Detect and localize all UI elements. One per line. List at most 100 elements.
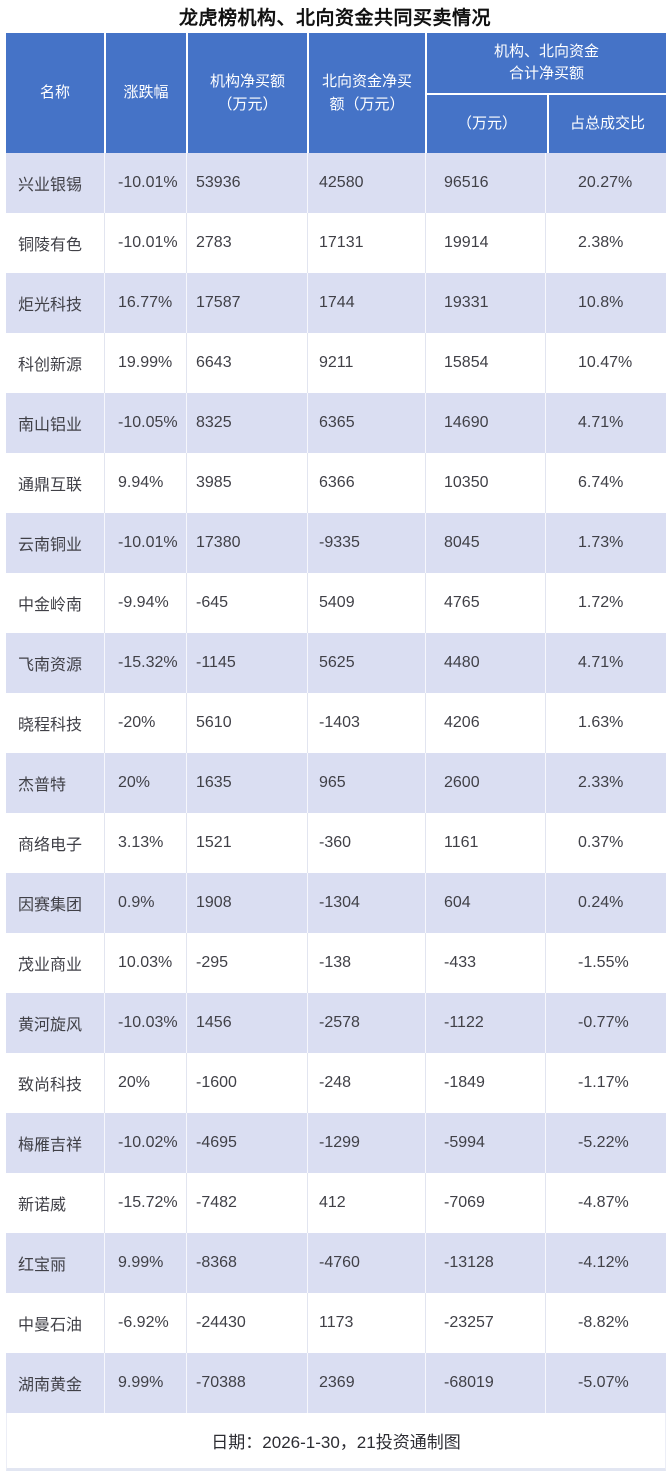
cell-inst-net-buy: -24430 [186, 1293, 307, 1353]
cell-turnover-ratio: 10.8% [545, 273, 666, 333]
header-inst-net-buy: 机构净买额 （万元） [186, 33, 307, 153]
header-stock-name: 名称 [6, 33, 104, 153]
cell-inst-net-buy: 1456 [186, 993, 307, 1053]
cell-inst-net-buy: 5610 [186, 693, 307, 753]
header-stock-name-label: 名称 [39, 84, 70, 102]
cell-inst-net-buy: -1145 [186, 633, 307, 693]
cell-stock-name: 中金岭南 [18, 597, 83, 614]
table-row: 致尚科技 20% -1600 -248 -1849 -1.17% [6, 1053, 666, 1113]
cell-change-pct: -9.94% [104, 573, 186, 633]
cell-inst-net-buy: 17380 [186, 513, 307, 573]
table-body: 兴业银锡 -10.01% 53936 42580 96516 20.27% 铜陵… [6, 153, 666, 1413]
cell-turnover-ratio: 0.24% [545, 873, 666, 933]
table-row: 商络电子 3.13% 1521 -360 1161 0.37% [6, 813, 666, 873]
cell-turnover-ratio: -4.87% [545, 1173, 666, 1233]
cell-inst-net-buy: 53936 [186, 153, 307, 213]
cell-inst-net-buy: 1908 [186, 873, 307, 933]
cell-inst-net-buy: 1635 [186, 753, 307, 813]
header-north-net-buy-line2: 额（万元） [329, 96, 405, 113]
table-row: 红宝丽 9.99% -8368 -4760 -13128 -4.12% [6, 1233, 666, 1293]
cell-north-net-buy: -2578 [307, 993, 425, 1053]
cell-turnover-ratio: -1.55% [545, 933, 666, 993]
cell-north-net-buy: -9335 [307, 513, 425, 573]
cell-total-net-buy: 14690 [425, 393, 545, 453]
cell-total-net-buy: -13128 [425, 1233, 545, 1293]
cell-total-net-buy: 15854 [425, 333, 545, 393]
cell-inst-net-buy: -4695 [186, 1113, 307, 1173]
cell-turnover-ratio: 20.27% [545, 153, 666, 213]
cell-north-net-buy: -1299 [307, 1113, 425, 1173]
cell-stock-name: 杰普特 [18, 777, 67, 794]
cell-total-net-buy: -1849 [425, 1053, 545, 1113]
table-header: 名称 涨跌幅 机构净买额 （万元） 北向资金净买 额（万元） 机构、北向资金 合… [6, 33, 666, 153]
cell-turnover-ratio: 1.73% [545, 513, 666, 573]
cell-total-net-buy: 604 [425, 873, 545, 933]
cell-north-net-buy: -1403 [307, 693, 425, 753]
cell-turnover-ratio: 4.71% [545, 633, 666, 693]
cell-change-pct: 20% [104, 753, 186, 813]
table-row: 茂业商业 10.03% -295 -138 -433 -1.55% [6, 933, 666, 993]
table-row: 通鼎互联 9.94% 3985 6366 10350 6.74% [6, 453, 666, 513]
table-row: 湖南黄金 9.99% -70388 2369 -68019 -5.07% [6, 1353, 666, 1413]
cell-north-net-buy: 6365 [307, 393, 425, 453]
footer-caption: 日期：2026-1-30，21投资通制图 [211, 1433, 461, 1452]
cell-north-net-buy: 1173 [307, 1293, 425, 1353]
cell-change-pct: 20% [104, 1053, 186, 1113]
cell-total-net-buy: -23257 [425, 1293, 545, 1353]
cell-change-pct: -10.01% [104, 213, 186, 273]
header-combined-amount: （万元） [427, 95, 547, 153]
cell-stock-name: 因赛集团 [18, 897, 83, 914]
header-turnover-ratio: 占总成交比 [547, 95, 666, 153]
cell-north-net-buy: -360 [307, 813, 425, 873]
cell-inst-net-buy: 8325 [186, 393, 307, 453]
header-combined-group: 机构、北向资金 合计净买额 （万元） 占总成交比 [425, 33, 666, 153]
cell-change-pct: 10.03% [104, 933, 186, 993]
cell-total-net-buy: -1122 [425, 993, 545, 1053]
cell-total-net-buy: -7069 [425, 1173, 545, 1233]
cell-turnover-ratio: 1.72% [545, 573, 666, 633]
cell-total-net-buy: 96516 [425, 153, 545, 213]
cell-north-net-buy: 5409 [307, 573, 425, 633]
header-inst-net-buy-line1: 机构净买额 [209, 72, 285, 90]
cell-inst-net-buy: 3985 [186, 453, 307, 513]
cell-total-net-buy: 1161 [425, 813, 545, 873]
header-combined-amount-label: （万元） [456, 115, 517, 133]
cell-change-pct: -10.01% [104, 153, 186, 213]
cell-north-net-buy: 1744 [307, 273, 425, 333]
cell-stock-name: 科创新源 [18, 357, 83, 374]
cell-stock-name: 茂业商业 [18, 957, 83, 974]
cell-turnover-ratio: 2.38% [545, 213, 666, 273]
table-row: 梅雁吉祥 -10.02% -4695 -1299 -5994 -5.22% [6, 1113, 666, 1173]
cell-stock-name: 新诺威 [18, 1197, 67, 1214]
cell-total-net-buy: 2600 [425, 753, 545, 813]
cell-north-net-buy: -4760 [307, 1233, 425, 1293]
cell-change-pct: -15.72% [104, 1173, 186, 1233]
header-north-net-buy-line1: 北向资金净买 [321, 72, 412, 90]
header-change-pct-label: 涨跌幅 [123, 84, 169, 102]
cell-inst-net-buy: -7482 [186, 1173, 307, 1233]
cell-inst-net-buy: -70388 [186, 1353, 307, 1413]
cell-change-pct: -10.02% [104, 1113, 186, 1173]
cell-inst-net-buy: 2783 [186, 213, 307, 273]
table-footer: 日期：2026-1-30，21投资通制图 [6, 1413, 666, 1471]
table-row: 新诺威 -15.72% -7482 412 -7069 -4.87% [6, 1173, 666, 1233]
cell-inst-net-buy: -8368 [186, 1233, 307, 1293]
cell-inst-net-buy: 6643 [186, 333, 307, 393]
dragon-tiger-table: 名称 涨跌幅 机构净买额 （万元） 北向资金净买 额（万元） 机构、北向资金 合… [6, 33, 666, 1471]
table-row: 云南铜业 -10.01% 17380 -9335 8045 1.73% [6, 513, 666, 573]
cell-stock-name: 湖南黄金 [18, 1377, 83, 1394]
cell-turnover-ratio: 2.33% [545, 753, 666, 813]
cell-total-net-buy: -68019 [425, 1353, 545, 1413]
table-row: 铜陵有色 -10.01% 2783 17131 19914 2.38% [6, 213, 666, 273]
cell-stock-name: 梅雁吉祥 [18, 1137, 83, 1154]
table-row: 飞南资源 -15.32% -1145 5625 4480 4.71% [6, 633, 666, 693]
cell-change-pct: 9.99% [104, 1233, 186, 1293]
cell-north-net-buy: 2369 [307, 1353, 425, 1413]
cell-turnover-ratio: 4.71% [545, 393, 666, 453]
cell-north-net-buy: 17131 [307, 213, 425, 273]
table-row: 科创新源 19.99% 6643 9211 15854 10.47% [6, 333, 666, 393]
cell-stock-name: 云南铜业 [18, 537, 83, 554]
header-turnover-ratio-label: 占总成交比 [569, 115, 645, 133]
cell-north-net-buy: 412 [307, 1173, 425, 1233]
header-combined-line1: 机构、北向资金 [493, 42, 599, 60]
